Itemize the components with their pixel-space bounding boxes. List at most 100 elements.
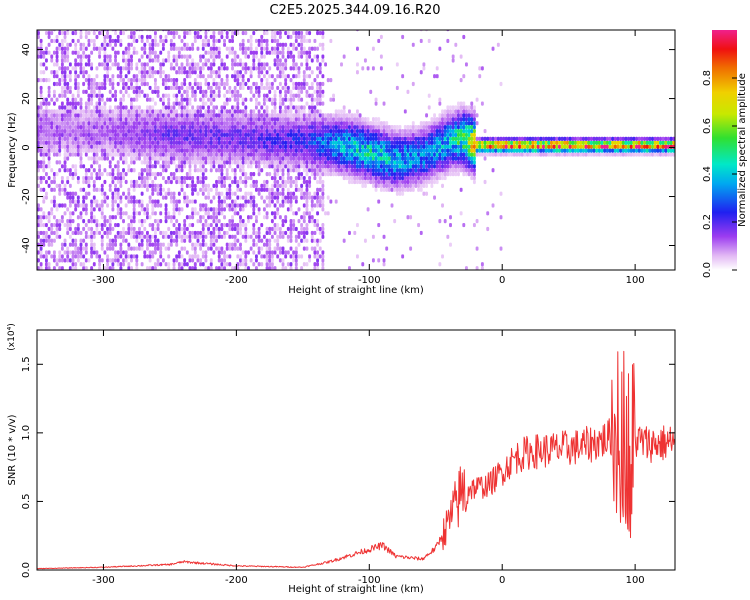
spectrogram-cell (236, 136, 240, 141)
spectrogram-cell (185, 121, 189, 126)
spectrogram-cell (236, 105, 240, 110)
spectrogram-cell (111, 148, 115, 153)
spectrogram-cell (106, 34, 110, 40)
spectrogram-cell (366, 152, 370, 157)
spectrogram-cell (66, 46, 70, 51)
spectrogram-cell (193, 183, 197, 188)
spectrogram-cell (326, 125, 330, 130)
spectrogram-cell (321, 234, 325, 239)
spectrogram-cell (241, 101, 245, 106)
spectrogram-cell (212, 242, 216, 247)
spectrogram-cell (225, 242, 229, 247)
spectrogram-cell (148, 54, 152, 59)
spectrogram-cell (273, 128, 277, 134)
spectrogram-cell (247, 38, 250, 44)
spectrogram-cell (127, 66, 131, 71)
spectrogram-cell (302, 160, 306, 165)
spectrogram-cell (39, 266, 43, 270)
spectrogram-cell (382, 175, 386, 181)
spectrogram-cell (90, 199, 94, 204)
spectrogram-cell (116, 258, 120, 263)
spectrogram-cell (66, 148, 70, 153)
spectrogram-cell (114, 238, 117, 243)
spectrogram-cell (414, 152, 418, 157)
spectrogram-cell (138, 183, 141, 188)
spectrogram-cell (313, 191, 317, 196)
spectrogram-cell (106, 219, 110, 224)
spectrogram-cell (60, 74, 64, 79)
spectrogram-cell (130, 258, 133, 263)
spectrogram-cell (318, 195, 322, 200)
spectrogram-cell (390, 160, 394, 165)
spectrogram-cell (326, 78, 330, 83)
spectrogram-cell (324, 164, 327, 169)
spectrogram-cell (44, 30, 48, 36)
spectrogram-cell (231, 246, 234, 251)
spectrogram-cell (188, 101, 192, 106)
spectrogram-cell (390, 140, 394, 145)
spectrogram-cell (334, 128, 338, 134)
spectrogram-cell (239, 148, 242, 153)
spectrogram-cell (284, 136, 288, 141)
spectrogram-cell (135, 85, 139, 91)
spectrogram-cell (183, 191, 187, 196)
spectrogram-cell (127, 230, 131, 236)
spectrogram-cell (366, 140, 370, 145)
spectrogram-cell (411, 125, 415, 130)
spectrogram-cell (191, 266, 195, 270)
spectrogram-cell (281, 187, 285, 192)
spectrogram-cell (217, 230, 221, 236)
spectrogram-cell (390, 179, 394, 185)
spectrogram-cell (50, 58, 54, 63)
spectrogram-cell (249, 195, 253, 200)
spectrogram-cell (156, 132, 160, 138)
spectrogram-cell (95, 66, 99, 71)
spectrogram-cell (353, 168, 357, 173)
spectrogram-cell (207, 81, 211, 87)
spectrogram-cell (193, 93, 197, 98)
spectrogram-cell (138, 85, 141, 91)
spectrogram-cell (411, 172, 415, 177)
spectrogram-cell (326, 160, 330, 165)
spectrogram-cell (265, 140, 269, 145)
spectrogram-cell (387, 183, 391, 188)
spectrogram-cell (143, 109, 147, 114)
spectrogram-cell (409, 156, 413, 161)
spectrogram-cell (345, 152, 349, 157)
spectrogram-cell (342, 128, 346, 134)
spectrogram-cell (87, 148, 91, 153)
spectrogram-cell (98, 105, 102, 110)
spectrogram-cell (106, 195, 110, 200)
spectrogram-cell (167, 156, 171, 161)
spectrogram-cell (119, 89, 123, 94)
spectrogram-cell (281, 62, 285, 67)
spectrogram-cell (252, 30, 256, 36)
spectrogram-cell (58, 125, 62, 130)
spectrogram-cell (289, 101, 293, 106)
spectrogram-cell (223, 199, 226, 204)
spectrogram-cell (393, 183, 397, 188)
spectrogram-cell (239, 164, 242, 169)
spectrogram-cell (270, 85, 274, 91)
spectrogram-cell (55, 81, 59, 87)
spectrogram-cell (337, 109, 341, 114)
spectrogram-cell (390, 175, 394, 181)
spectrogram-cell (239, 136, 242, 141)
spectrogram-cell (411, 168, 415, 173)
spectrogram-cell (191, 136, 195, 141)
spectrogram-cell (130, 66, 133, 71)
spectrogram-cell (223, 179, 226, 185)
spectrogram-cell (215, 179, 219, 185)
spectrogram-cell (79, 187, 83, 192)
spectrogram-cell (145, 238, 149, 243)
spectrogram-cell (308, 164, 312, 169)
spectrogram-cell (228, 38, 232, 44)
spectrogram-cell (42, 70, 46, 75)
spectrogram-cell (130, 113, 133, 118)
spectrogram-cell (209, 34, 213, 40)
spectrogram-cell (100, 62, 104, 67)
spectrogram-cell (114, 242, 117, 247)
spectrogram-cell (47, 219, 51, 224)
spectrogram-cell (127, 93, 131, 98)
spectrogram-cell (281, 132, 285, 138)
